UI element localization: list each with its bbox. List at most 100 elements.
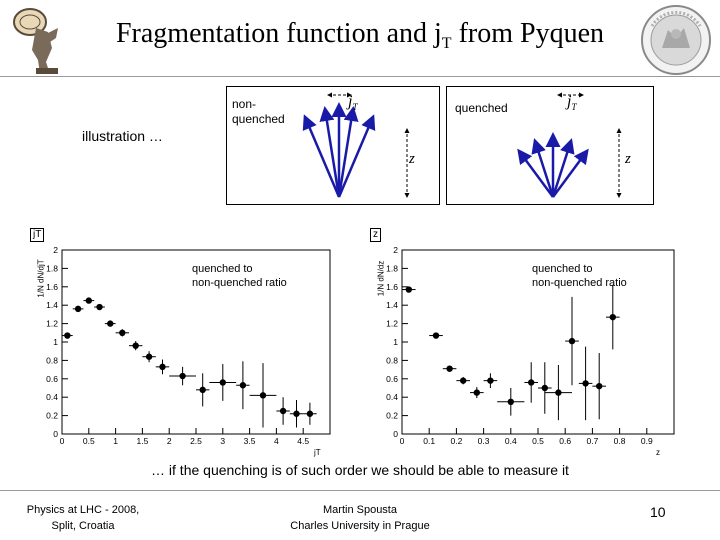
y-tick-label: 0.4 xyxy=(46,392,58,402)
jt-corner-label: jT xyxy=(30,228,45,242)
x-tick-label: 4 xyxy=(274,436,279,446)
data-point xyxy=(293,410,300,417)
jt-label: jT xyxy=(348,93,358,113)
plot-frame xyxy=(61,249,331,435)
slide-title: Fragmentation function and jT from Pyque… xyxy=(0,18,720,53)
y-tick-label: 0.8 xyxy=(46,355,58,365)
quenched-label: quenched xyxy=(455,101,508,115)
jt-annotation: quenched to non-quenched ratio xyxy=(192,263,287,289)
z-ratio-plot: z quenched to non-quenched ratio 1/N dN/d… xyxy=(364,222,700,458)
x-tick-label: 0.2 xyxy=(450,436,462,446)
jet-arrow xyxy=(319,106,341,198)
title-subscript: T xyxy=(441,35,452,52)
x-tick-label: 0 xyxy=(60,436,65,446)
title-main: Fragmentation function and j xyxy=(115,18,442,49)
x-tick-label: 0.7 xyxy=(586,436,598,446)
data-point xyxy=(179,372,186,380)
x-tick-label: 0 xyxy=(400,436,405,446)
plot-frame xyxy=(401,249,675,435)
data-point xyxy=(432,332,440,339)
atlas-logo-icon xyxy=(13,8,58,74)
data-point xyxy=(159,363,166,371)
x-tick-label: 0.5 xyxy=(532,436,544,446)
top-divider xyxy=(0,76,720,77)
data-point xyxy=(107,320,114,327)
data-point xyxy=(306,410,314,417)
x-tick-label: 0.6 xyxy=(559,436,571,446)
closing-remark: … if the quenching is of such order we s… xyxy=(151,462,569,478)
data-point xyxy=(96,303,103,311)
x-tick-label: 0.3 xyxy=(478,436,490,446)
footer-author: Martin Spousta Charles University in Pra… xyxy=(290,504,430,532)
university-seal-icon xyxy=(641,5,711,75)
data-point xyxy=(507,398,514,405)
y-tick-label: 1 xyxy=(53,337,58,347)
y-tick-label: 0 xyxy=(53,429,58,439)
data-point xyxy=(568,337,576,345)
jet-arrow xyxy=(551,148,589,198)
y-tick-label: 0 xyxy=(393,429,398,439)
x-tick-label: 3 xyxy=(220,436,225,446)
y-tick-label: 2 xyxy=(53,245,58,255)
y-tick-label: 1.6 xyxy=(46,282,58,292)
data-point xyxy=(132,342,139,349)
x-tick-label: 3.5 xyxy=(244,436,256,446)
y-tick-label: 1.8 xyxy=(386,263,398,273)
nonquenched-illustration-box: non- quenched jT z xyxy=(226,86,440,205)
title-tail: from Pyquen xyxy=(451,18,605,49)
x-tick-label: 4.5 xyxy=(297,436,309,446)
footer-conference: Physics at LHC - 2008, Split, Croatia xyxy=(26,504,140,532)
jt-xlabel: jT xyxy=(314,448,321,457)
y-tick-label: 1.2 xyxy=(46,319,58,329)
x-tick-label: 0.1 xyxy=(423,436,435,446)
x-tick-label: 1.5 xyxy=(136,436,148,446)
data-point xyxy=(259,392,267,399)
data-point xyxy=(446,365,453,372)
y-tick-label: 1.6 xyxy=(386,282,398,292)
data-point xyxy=(405,286,412,293)
jet-arrow xyxy=(337,114,376,198)
y-tick-label: 0.4 xyxy=(386,392,398,402)
data-point xyxy=(145,353,153,360)
jt-ratio-plot: jT quenched to non-quenched ratio 1/N dN/… xyxy=(24,222,342,458)
y-tick-label: 1 xyxy=(393,337,398,347)
jet-arrow xyxy=(551,138,575,198)
z-label: z xyxy=(409,151,415,167)
z-corner-label: z xyxy=(370,228,381,242)
illustration-label: illustration … xyxy=(82,128,163,144)
y-tick-label: 1.4 xyxy=(386,300,398,310)
data-point xyxy=(528,379,535,386)
x-tick-label: 0.8 xyxy=(614,436,626,446)
y-tick-label: 2 xyxy=(393,245,398,255)
quenched-jet-diagram xyxy=(517,92,622,198)
x-tick-label: 2.5 xyxy=(190,436,202,446)
data-point xyxy=(64,332,71,339)
data-point xyxy=(219,379,226,386)
data-point xyxy=(609,313,616,321)
data-point xyxy=(279,407,287,415)
jet-arrow xyxy=(302,114,341,198)
data-point xyxy=(555,389,562,396)
data-point xyxy=(239,382,247,389)
y-tick-label: 0.2 xyxy=(386,411,398,421)
x-tick-label: 2 xyxy=(167,436,172,446)
data-point xyxy=(541,384,548,392)
x-tick-label: 0.4 xyxy=(505,436,517,446)
jet-arrow xyxy=(517,148,555,198)
y-tick-label: 0.6 xyxy=(386,374,398,384)
data-point xyxy=(74,305,82,313)
z-label: z xyxy=(625,151,631,167)
page-number: 10 xyxy=(650,504,666,520)
y-tick-label: 1.8 xyxy=(46,263,58,273)
y-tick-label: 0.2 xyxy=(46,411,58,421)
nonquenched-label: non- quenched xyxy=(232,97,285,126)
data-point xyxy=(199,386,206,394)
data-point xyxy=(119,329,126,336)
quenched-illustration-box: quenched jT z xyxy=(446,86,654,205)
data-point xyxy=(460,377,467,384)
jt-ratio-chart: 0 0.2 0.4 0.6 0.8 1 1.2 1.4 1.6 1.8 2 0 0.5 1 1.5 2 2.5 3… xyxy=(46,245,331,446)
x-tick-label: 1 xyxy=(113,436,118,446)
data-point xyxy=(596,382,603,390)
jt-label: jT xyxy=(567,93,577,113)
bottom-divider xyxy=(0,490,720,491)
